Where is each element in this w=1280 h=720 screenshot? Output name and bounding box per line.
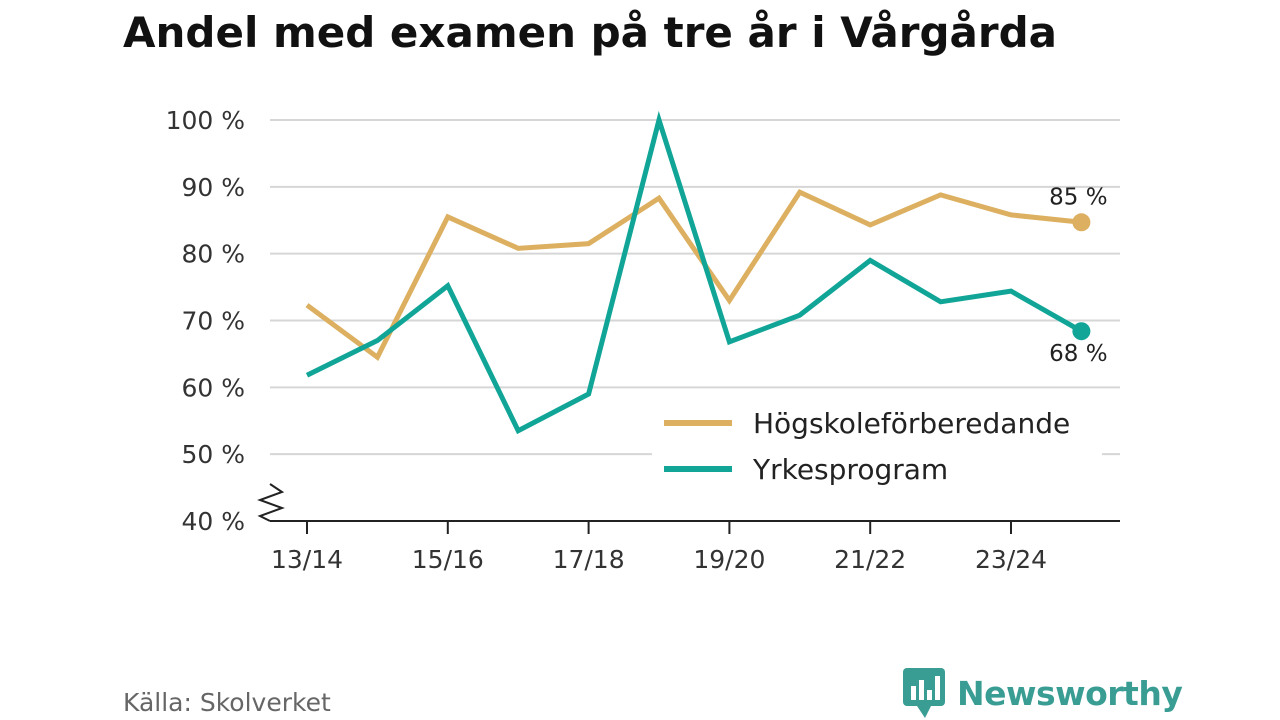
series-line-1 [305,188,1082,362]
y-axis-break-mark [257,483,285,522]
y-tick-label: 70 % [181,307,245,336]
y-tick-label: 40 % [181,507,245,536]
source-note: Källa: Skolverket [123,688,331,717]
brand-logo: Newsworthy [903,668,1183,718]
legend: Högskoleförberedande Yrkesprogram [652,400,1102,490]
line-chart: 40 % 50 % 60 % 70 % 80 % 90 % 100 % 13/14 15/16… [166,106,1120,574]
newsworthy-logo-icon [903,668,945,718]
legend-entry: Yrkesprogram [752,453,948,486]
legend-background [652,400,1102,490]
chart-title: Andel med examen på tre år i Vårgårda [123,8,1058,57]
x-axis: 13/14 15/16 17/18 19/20 21/22 23/24 [257,483,1120,574]
end-point-marker [1072,322,1091,341]
x-tick-label: 23/24 [975,545,1047,574]
end-point-marker [1072,213,1091,232]
y-axis-tick-labels: 40 % 50 % 60 % 70 % 80 % 90 % 100 % [166,106,245,536]
x-tick-label: 13/14 [271,545,343,574]
series-line-2 [305,110,1083,435]
y-tick-label: 50 % [181,440,245,469]
x-tick-label: 15/16 [412,545,484,574]
series-lines: 85 % 68 % [305,110,1108,435]
y-tick-label: 80 % [181,240,245,269]
brand-name: Newsworthy [957,673,1183,713]
end-point-label: 68 % [1049,341,1107,367]
end-point-label: 85 % [1049,184,1107,210]
y-tick-label: 100 % [166,106,245,135]
legend-entry: Högskoleförberedande [753,407,1070,440]
y-tick-label: 60 % [181,373,245,402]
y-tick-label: 90 % [181,173,245,202]
x-tick-label: 21/22 [834,545,906,574]
x-tick-label: 17/18 [553,545,625,574]
x-tick-label: 19/20 [693,545,765,574]
